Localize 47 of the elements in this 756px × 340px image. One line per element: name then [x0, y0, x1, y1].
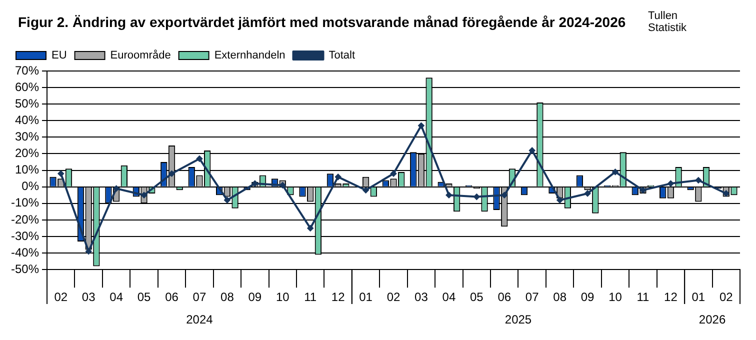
y-tick-label: -50%: [11, 262, 40, 276]
x-tick-label: 05: [137, 290, 152, 304]
x-tick-label: 04: [442, 290, 456, 304]
x-tick-label: 10: [608, 290, 622, 304]
x-tick-label: 08: [220, 290, 234, 304]
y-tick-label: 50%: [14, 96, 40, 110]
x-tick-label: 11: [636, 290, 650, 304]
text: 2026: [698, 312, 726, 326]
text: 2024: [186, 312, 214, 326]
y-tick-label: 10%: [14, 162, 40, 177]
x-tick-label: 01: [692, 290, 706, 304]
x-tick-label: 04: [110, 290, 124, 304]
x-tick-label: 09: [248, 290, 262, 304]
x-tick-label: 08: [553, 290, 567, 304]
x-tick-label: 06: [498, 290, 512, 304]
y-tick-label: -30%: [11, 228, 40, 243]
y-tick-label: 0%: [22, 179, 40, 194]
y-tick-label: 60%: [14, 80, 40, 94]
y-tick-label: 30%: [14, 130, 40, 144]
chart-title: Figur 2. Ändring av exportvärdet jämfört med motsvarande månad föregående år 2024-2026: [17, 13, 626, 30]
x-tick-label: 07: [525, 290, 540, 304]
x-tick-label: 10: [276, 290, 290, 304]
x-tick-label: 12: [331, 290, 346, 304]
x-tick-label: 09: [580, 290, 595, 304]
x-tick-label: 02: [386, 290, 400, 304]
x-tick-label: 07: [192, 290, 206, 304]
legend-label: Externhandeln: [214, 50, 286, 62]
y-tick-label: -10%: [11, 196, 40, 210]
text: 2025: [504, 312, 532, 326]
y-tick-label: 20%: [14, 146, 40, 160]
x-tick-label: 01: [359, 290, 373, 304]
x-tick-label: 12: [664, 290, 678, 304]
x-tick-label: 03: [82, 290, 96, 304]
legend-label: Euroområde: [110, 50, 171, 62]
x-tick-label: 06: [165, 290, 179, 304]
x-tick-label: 02: [54, 290, 68, 304]
y-tick-label: 40%: [14, 112, 40, 127]
y-tick-label: -40%: [11, 245, 40, 260]
legend-label: Totalt: [328, 50, 356, 62]
x-tick-label: 03: [414, 290, 428, 304]
x-tick-label: 02: [719, 290, 734, 304]
y-tick-label: -20%: [11, 212, 40, 226]
x-tick-label: 05: [470, 290, 484, 304]
y-tick-label: 70%: [14, 63, 40, 78]
legend-label: EU: [52, 50, 67, 62]
x-tick-label: 11: [304, 290, 317, 304]
text: Tullen Statistik: [648, 9, 688, 34]
